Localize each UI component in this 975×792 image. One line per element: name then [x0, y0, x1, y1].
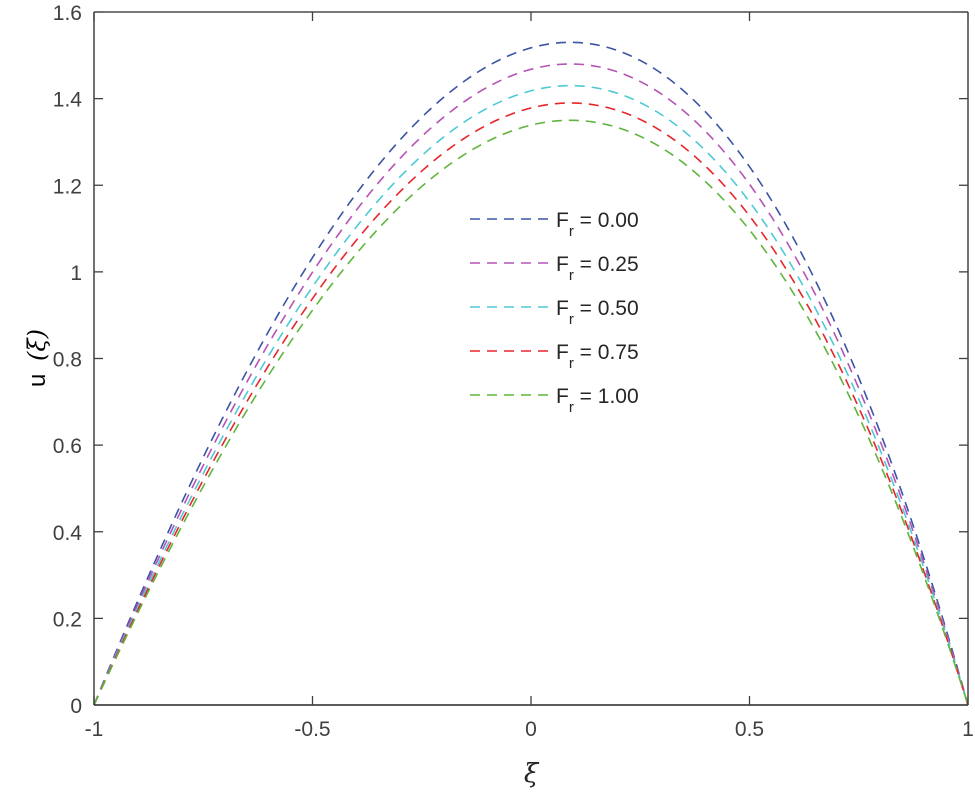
curve-series-0 — [93, 41, 969, 706]
y-axis-ticks: 0 0.2 0.4 0.6 0.8 1 1.2 1.4 1.6 — [53, 2, 968, 718]
y-axis-label-main: u — [24, 374, 51, 387]
x-tick-label: -0.5 — [294, 718, 330, 741]
curve-series-4 — [93, 119, 969, 706]
x-tick-label: 1 — [962, 718, 974, 741]
svg-text:u (ξ): u (ξ) — [23, 329, 51, 387]
y-tick-label: 1.6 — [53, 2, 82, 25]
y-tick-label: 0.6 — [53, 435, 82, 458]
y-tick-label: 1 — [70, 262, 82, 285]
y-tick-label: 0.8 — [53, 349, 82, 372]
curve-series-1 — [93, 63, 969, 706]
y-axis-label-arg: (ξ) — [23, 329, 51, 361]
x-tick-label: 0.5 — [735, 718, 764, 741]
y-axis-label: u (ξ) — [23, 329, 51, 387]
legend: Fr = 0.00 Fr = 0.25 Fr = 0.50 Fr = 0.75 Fr =… — [470, 209, 639, 416]
curve-series-3 — [93, 102, 969, 706]
legend-label: Fr = 0.75 — [556, 341, 639, 372]
x-tick-label: 0 — [525, 718, 537, 741]
plot-curves — [93, 41, 969, 706]
legend-label: Fr = 1.00 — [556, 385, 639, 416]
x-axis-label: ξ — [524, 759, 540, 789]
axes-frame — [93, 11, 969, 706]
legend-label: Fr = 0.25 — [556, 253, 639, 284]
x-tick-label: -1 — [85, 718, 104, 741]
y-tick-label: 0.4 — [53, 522, 83, 545]
legend-label: Fr = 0.00 — [556, 209, 639, 240]
y-tick-label: 0.2 — [53, 608, 82, 631]
y-tick-label: 1.2 — [53, 175, 82, 198]
y-tick-label: 1.4 — [53, 89, 83, 112]
y-tick-label: 0 — [70, 695, 82, 718]
legend-label: Fr = 0.50 — [556, 297, 639, 328]
x-axis-ticks: -1 -0.5 0 0.5 1 — [85, 12, 974, 741]
curve-series-2 — [93, 84, 969, 706]
